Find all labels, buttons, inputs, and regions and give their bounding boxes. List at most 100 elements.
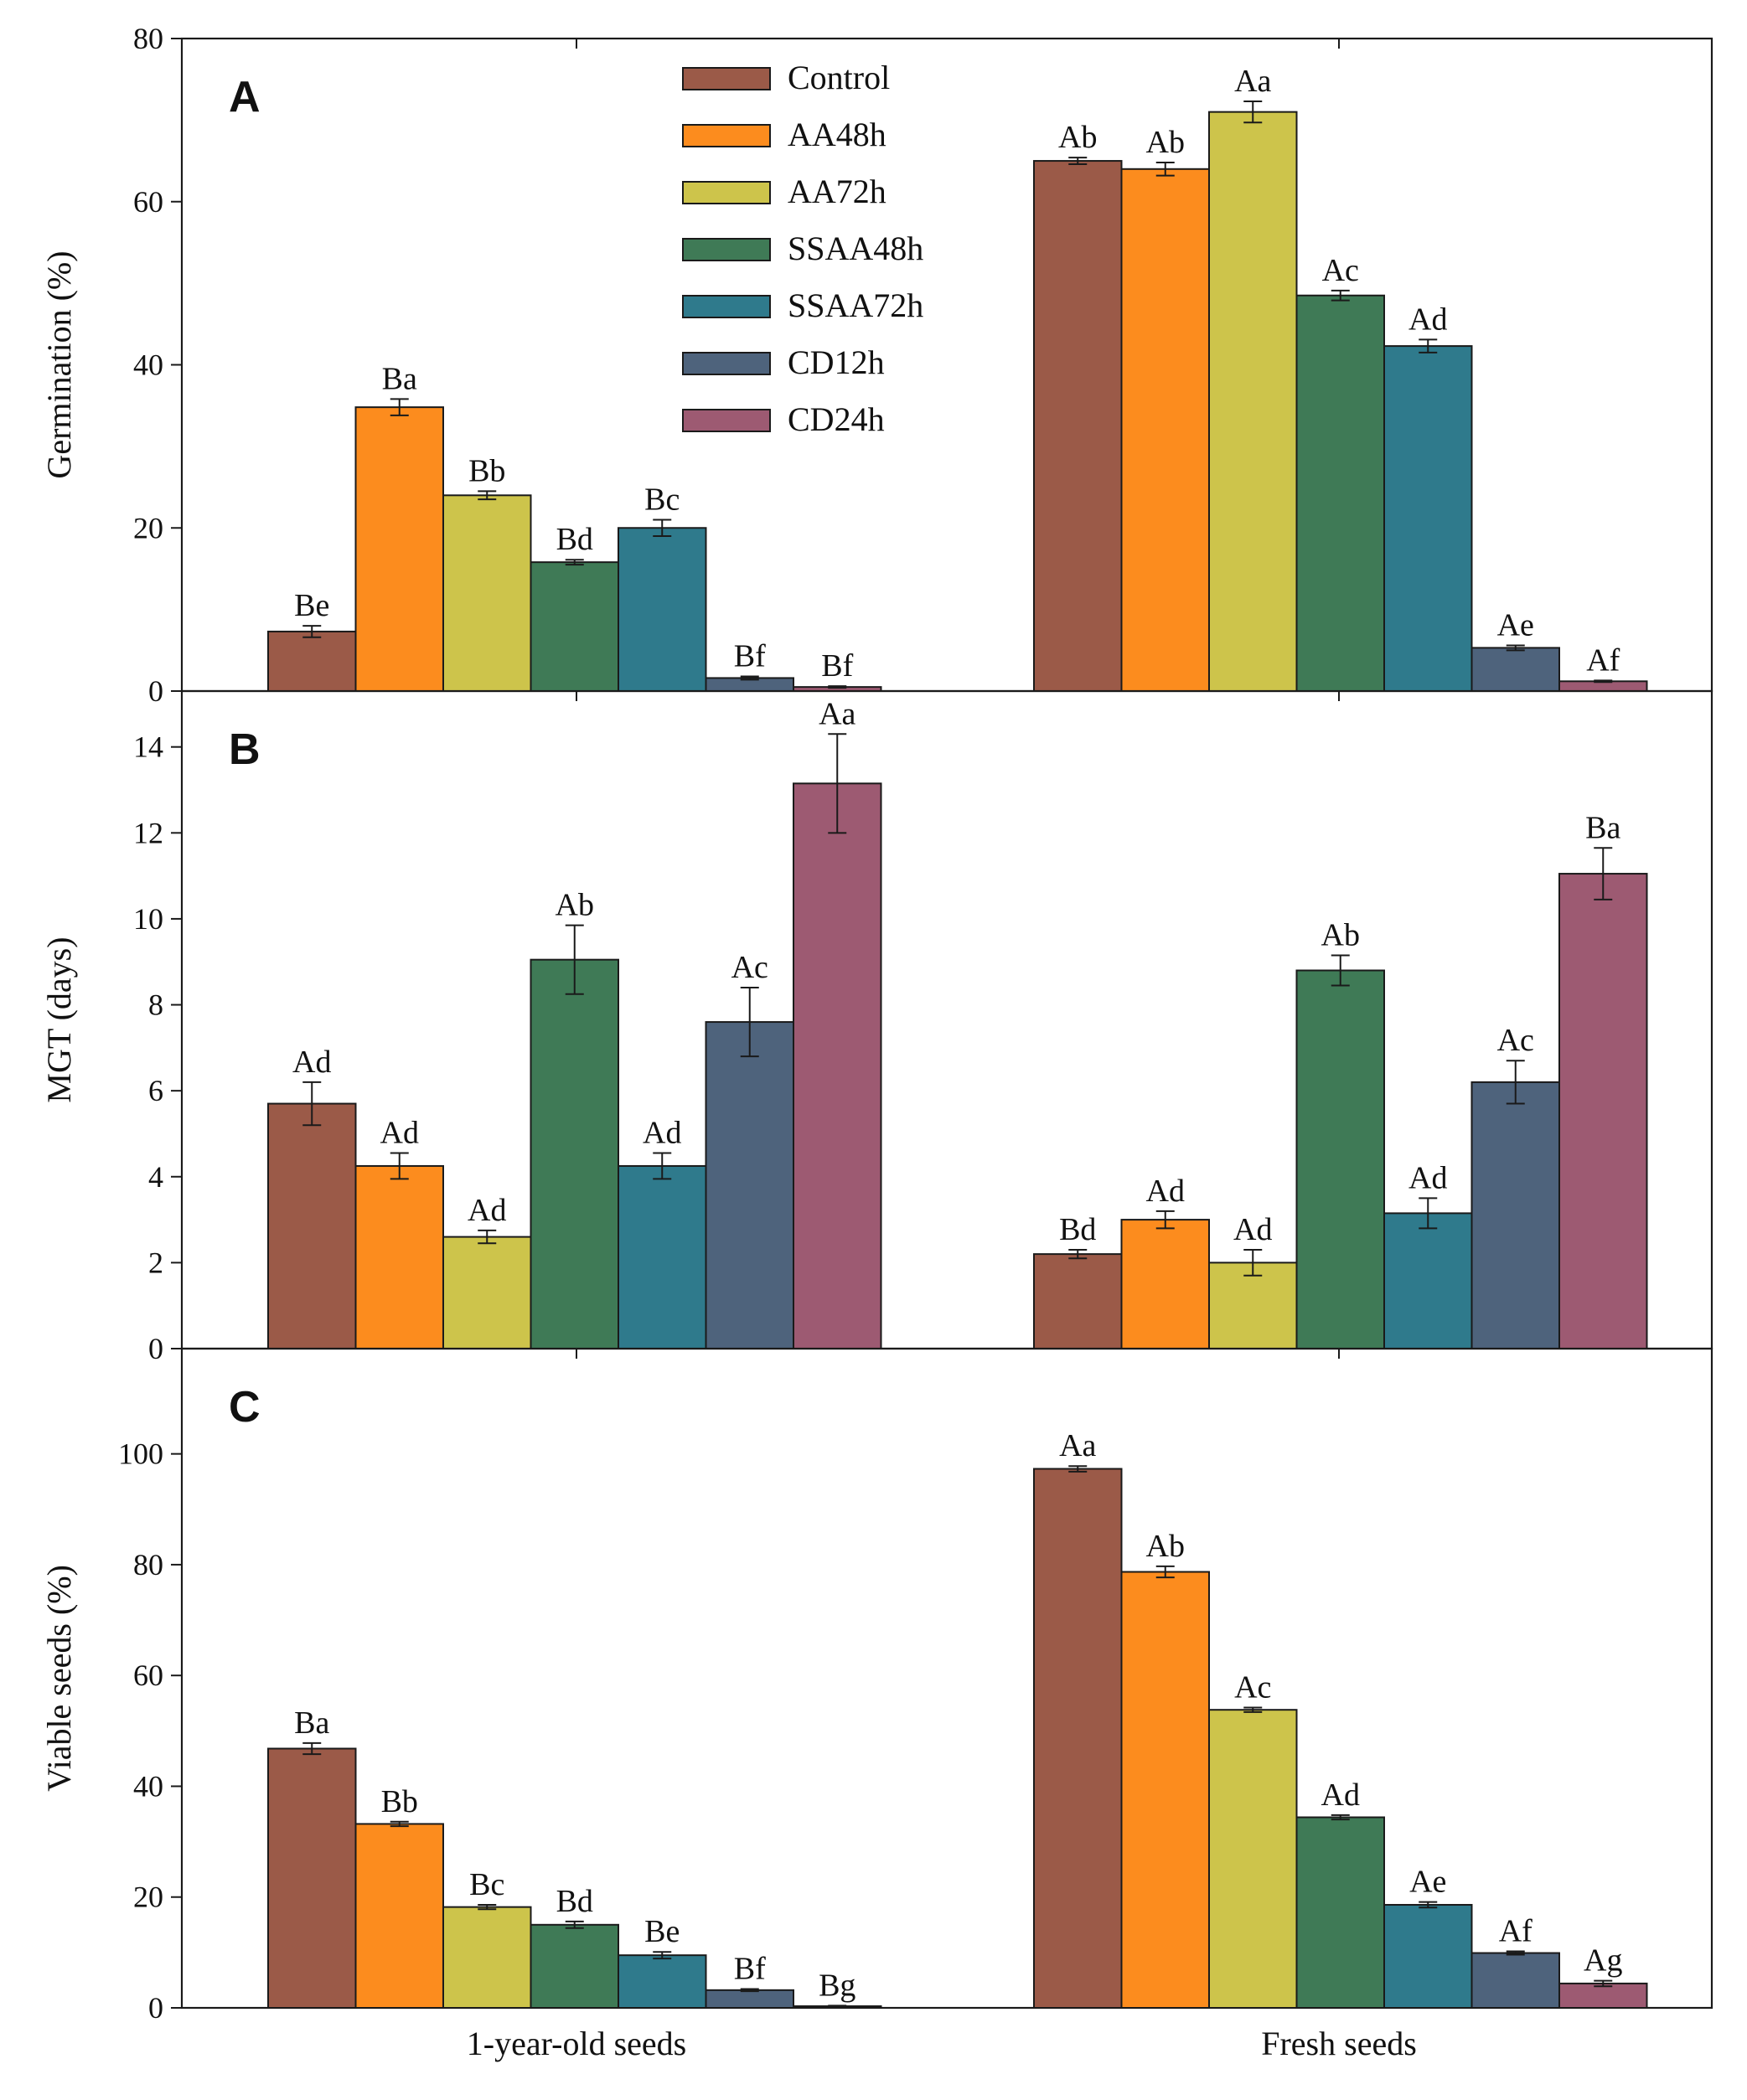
y-tick-label: 40 [133, 1769, 163, 1803]
x-category-label: 1-year-old seeds [467, 2025, 686, 2062]
bar-aa72h-1-year-old-seeds [442, 1236, 532, 1350]
bar-aa48h-fresh-seeds [1120, 168, 1210, 693]
bar-control-fresh-seeds [1033, 160, 1123, 692]
panel-letter: B [229, 725, 261, 774]
bar-cd24h-fresh-seeds [1558, 873, 1648, 1349]
significance-letter: Ac [1322, 253, 1359, 288]
legend-swatch [682, 67, 771, 90]
y-tick-label: 100 [118, 1437, 163, 1471]
bar-cd12h-fresh-seeds [1470, 647, 1560, 692]
legend: Control AA48h AA72h SSAA48h SSAA72h CD12h CD24… [682, 59, 923, 438]
panel-letter: A [229, 73, 261, 121]
significance-letter: Ac [731, 950, 768, 985]
bar-aa72h-fresh-seeds [1208, 111, 1298, 692]
significance-letter: Ad [380, 1116, 419, 1151]
bar-ssaa72h-fresh-seeds [1383, 345, 1473, 692]
significance-letter: Ab [1058, 120, 1097, 155]
bar-ssaa48h-1-year-old-seeds [530, 561, 619, 693]
significance-letter: Bf [734, 1952, 766, 1987]
significance-letter: Ad [468, 1193, 506, 1228]
y-tick-label: 12 [133, 816, 163, 849]
significance-letter: Ba [294, 1705, 329, 1741]
bar-cd12h-1-year-old-seeds [705, 1989, 794, 2009]
y-tick-label: 80 [133, 1548, 163, 1581]
bar-aa72h-1-year-old-seeds [442, 494, 532, 692]
bar-ssaa72h-1-year-old-seeds [618, 1164, 707, 1350]
y-tick-label: 0 [148, 1332, 163, 1365]
y-tick-label: 0 [148, 1991, 163, 2025]
panel-letter: C [229, 1383, 261, 1432]
y-axis-label: Viable seeds (%) [40, 1565, 78, 1792]
y-tick-label: 4 [148, 1160, 163, 1194]
significance-letter: Ab [556, 888, 594, 923]
legend-label: SSAA48h [788, 230, 923, 267]
significance-letter: Bb [381, 1784, 418, 1819]
significance-letter: Bg [819, 1968, 855, 2003]
significance-letter: Ba [382, 361, 417, 396]
significance-letter: Aa [1059, 1428, 1096, 1463]
significance-letter: Bc [469, 1867, 504, 1902]
bar-aa72h-fresh-seeds [1208, 1709, 1298, 2010]
legend-swatch [682, 124, 771, 147]
panel-a: 0 20 40 60 80 Germination (%) A Be Ab Ba Ab Bb Aa Bd A… [40, 22, 1713, 708]
significance-letter: Aa [819, 696, 855, 731]
significance-letter: Ae [1409, 1865, 1446, 1900]
bar-aa48h-1-year-old-seeds [354, 1823, 444, 2009]
y-tick-label: 2 [148, 1246, 163, 1279]
significance-letter: Af [1586, 642, 1620, 678]
significance-letter: Ab [1146, 1529, 1185, 1564]
bar-ssaa48h-fresh-seeds [1295, 1816, 1385, 2010]
significance-letter: Ad [643, 1116, 681, 1151]
bar-ssaa72h-fresh-seeds [1383, 1903, 1473, 2010]
bar-aa48h-1-year-old-seeds [354, 406, 444, 692]
significance-letter: Ae [1497, 607, 1534, 642]
legend-swatch [682, 181, 771, 204]
y-tick-label: 6 [148, 1074, 163, 1107]
bar-control-1-year-old-seeds [267, 1102, 357, 1350]
bar-control-1-year-old-seeds [267, 1747, 357, 2009]
bar-ssaa48h-fresh-seeds [1295, 969, 1385, 1349]
bar-cd12h-1-year-old-seeds [705, 1021, 794, 1349]
legend-swatch [682, 295, 771, 318]
significance-letter: Ab [1321, 918, 1360, 953]
significance-letter: Ad [1408, 302, 1447, 337]
significance-letter: Ac [1497, 1023, 1534, 1058]
bar-cd12h-fresh-seeds [1470, 1081, 1560, 1349]
significance-letter: Bc [644, 482, 680, 518]
bar-aa72h-fresh-seeds [1208, 1262, 1298, 1349]
significance-letter: Be [294, 588, 329, 623]
bar-ssaa48h-fresh-seeds [1295, 294, 1385, 692]
legend-swatch [682, 238, 771, 261]
significance-letter: Ad [1233, 1212, 1272, 1247]
bar-aa48h-1-year-old-seeds [354, 1164, 444, 1350]
y-axis-label: MGT (days) [40, 936, 78, 1102]
bar-cd24h-1-year-old-seeds [793, 782, 882, 1349]
y-tick-label: 0 [148, 674, 163, 708]
significance-letter: Bd [556, 1884, 593, 1919]
x-category-label: Fresh seeds [1261, 2025, 1417, 2062]
significance-letter: Ba [1585, 810, 1620, 845]
significance-letter: Ad [292, 1045, 331, 1080]
bar-control-1-year-old-seeds [267, 630, 357, 693]
y-tick-label: 20 [133, 1881, 163, 1914]
panel-c: 0 20 40 60 80 100 Viable seeds (%) C Ba Aa Bb Ab Bc A… [40, 1347, 1713, 2062]
y-tick-label: 14 [133, 730, 163, 764]
significance-letter: Bb [468, 453, 505, 488]
legend-label: Control [788, 59, 890, 96]
panel-b: 0 2 4 6 8 10 12 14 MGT (days) B Ad Bd Ad Ad Ad Ad Ab Ab Ad… [40, 689, 1713, 1365]
legend-label: AA72h [788, 173, 886, 210]
bar-ssaa48h-1-year-old-seeds [530, 958, 619, 1349]
y-tick-label: 60 [133, 1659, 163, 1692]
significance-letter: Ab [1146, 125, 1185, 160]
significance-letter: Af [1499, 1914, 1533, 1949]
legend-label: AA48h [788, 116, 886, 153]
significance-letter: Ad [1408, 1160, 1447, 1195]
legend-label: CD12h [788, 343, 885, 381]
legend-label: SSAA72h [788, 286, 923, 324]
significance-letter: Ad [1321, 1778, 1360, 1813]
significance-letter: Bd [1059, 1212, 1096, 1247]
y-axis-label: Germination (%) [40, 250, 78, 478]
bar-aa48h-fresh-seeds [1120, 1571, 1210, 2009]
